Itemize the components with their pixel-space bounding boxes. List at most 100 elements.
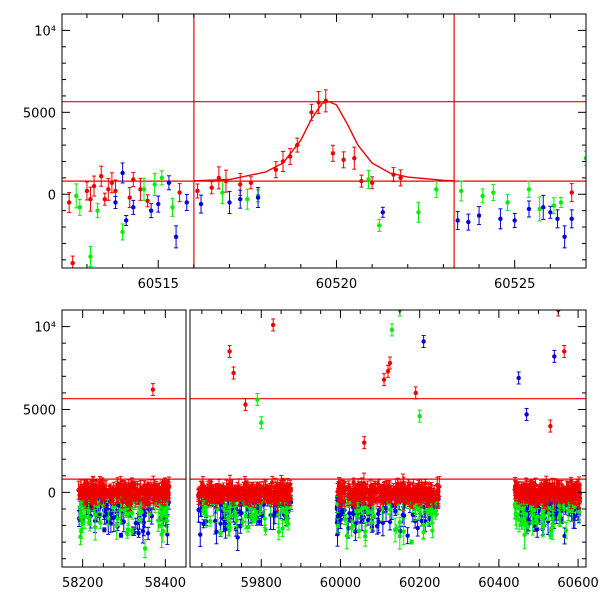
survey-point [82,495,87,501]
y-tick-label: 0 [48,188,56,203]
survey-point [108,511,114,517]
data-point [138,187,143,192]
data-point [145,198,150,204]
survey-point [266,498,271,504]
data-point [173,234,179,240]
survey-point [144,490,150,495]
survey-point [374,523,380,529]
x-tick-label: 60515 [138,277,179,292]
data-point [416,210,421,215]
data-point [398,175,403,181]
survey-point [83,479,89,485]
survey-point [342,499,347,505]
survey-point [272,485,278,490]
survey-point [238,524,243,529]
survey-point [79,486,85,491]
survey-point [121,519,126,524]
survey-point [105,490,110,495]
data-point [131,177,136,182]
survey-point [98,520,103,525]
data-point [526,187,532,192]
survey-point [159,514,164,520]
data-point [369,180,375,185]
data-point [498,216,503,222]
data-point [341,157,346,163]
survey-point [256,493,262,498]
survey-point [342,517,348,522]
survey-point [415,525,420,531]
data-point [198,201,204,207]
data-point [555,216,560,222]
survey-point [97,480,102,485]
survey-point [419,518,424,524]
survey-point [347,511,352,516]
outlier-point [150,387,156,392]
survey-point [430,509,435,514]
data-point [141,187,147,192]
model-fit-curve [193,100,455,182]
survey-point [158,504,163,509]
data-point [91,183,97,189]
y-tick-label: 10⁴ [34,24,56,39]
data-point [216,175,222,181]
survey-point [161,487,166,492]
x-tick-label: 60525 [494,277,535,292]
data-point [84,188,90,194]
data-point [558,200,564,205]
data-point [352,156,357,161]
survey-point [196,494,201,499]
survey-point [280,526,285,531]
survey-point [356,528,362,534]
survey-point [398,528,403,534]
survey-point [93,524,98,530]
bottom-data-layer [190,310,586,551]
survey-point [255,486,261,491]
survey-point [288,487,293,492]
survey-point [353,529,358,534]
data-point [548,210,553,215]
survey-point [219,494,224,499]
survey-point [262,487,268,492]
data-point [113,200,118,205]
survey-point [141,483,147,488]
data-point [273,167,279,172]
survey-point [250,488,256,493]
survey-point [272,510,277,515]
survey-point [239,510,244,516]
survey-point [214,529,219,534]
data-point [316,100,321,105]
survey-point [156,518,161,523]
survey-point [393,509,398,514]
data-point [537,206,542,212]
survey-point [100,485,105,490]
data-point [159,175,165,181]
data-point [491,190,496,195]
data-point [480,193,485,199]
survey-point [344,533,350,539]
survey-point [425,510,430,515]
survey-point [405,533,410,538]
survey-point [207,519,213,524]
survey-point [227,527,232,533]
data-point [466,219,471,225]
data-point [366,177,371,182]
survey-point [209,491,215,496]
data-point [455,218,460,223]
data-point [434,187,439,192]
data-point [177,190,182,195]
data-point [120,229,125,235]
survey-point [401,513,407,518]
data-point [113,188,118,194]
data-point [287,154,293,159]
data-point [195,188,200,194]
survey-point [148,491,153,496]
data-point [505,200,510,205]
survey-point [198,532,203,537]
survey-point [235,488,241,493]
data-point [220,190,225,195]
data-point [99,174,104,179]
survey-point [117,489,122,494]
data-point [95,208,100,213]
data-point [102,196,107,202]
